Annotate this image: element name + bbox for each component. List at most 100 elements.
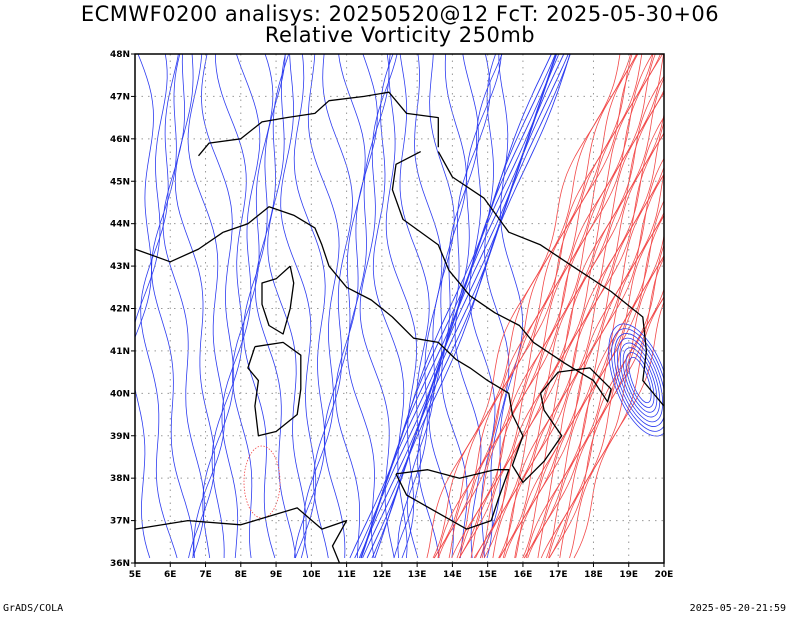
lat-tick-label: 43N xyxy=(110,262,130,272)
positive-vorticity-contour xyxy=(473,75,664,559)
negative-vorticity-contour xyxy=(313,54,353,559)
positive-vorticity-contour xyxy=(523,214,664,559)
lat-tick-label: 38N xyxy=(110,474,130,484)
positive-vorticity-contour xyxy=(573,300,664,559)
lon-tick-label: 10E xyxy=(302,570,321,580)
negative-vorticity-contour xyxy=(347,54,390,559)
lon-tick-label: 20E xyxy=(655,570,674,580)
negative-vorticity-contour xyxy=(359,54,398,559)
positive-vorticity-contour xyxy=(526,199,664,559)
negative-vorticity-contour xyxy=(280,54,317,559)
negative-vorticity-contour xyxy=(619,342,661,418)
negative-vorticity-contour xyxy=(293,54,326,559)
lon-tick-label: 18E xyxy=(584,570,603,580)
positive-vorticity-contour xyxy=(498,116,664,559)
positive-vorticity-contour xyxy=(502,132,664,559)
negative-vorticity-contour xyxy=(614,333,664,427)
lon-tick-label: 15E xyxy=(478,570,497,580)
positive-vorticity-contour xyxy=(451,54,653,559)
lon-tick-label: 5E xyxy=(129,570,141,580)
negative-vorticity-contour xyxy=(267,54,307,559)
positive-vorticity-contour xyxy=(475,77,664,559)
lon-tick-label: 17E xyxy=(549,570,568,580)
negative-vorticity-contour xyxy=(243,54,286,559)
positive-vorticity-contour xyxy=(437,54,633,559)
north-africa-coastline xyxy=(134,507,348,564)
positive-vorticity-contour xyxy=(540,244,664,559)
positive-vorticity-contour xyxy=(433,54,637,559)
negative-vorticity-contour xyxy=(187,54,225,559)
negative-vorticity-contour xyxy=(479,54,524,559)
lat-tick-label: 45N xyxy=(110,177,130,187)
positive-vorticity-contour xyxy=(432,54,631,559)
lat-tick-label: 46N xyxy=(110,135,130,145)
lon-tick-label: 12E xyxy=(373,570,392,580)
lat-tick-label: 48N xyxy=(110,50,130,60)
lat-tick-label: 36N xyxy=(110,559,130,569)
longitude-axis: 5E 6E 7E 8E 9E 10E 11E 12E 13E 14E 15E 16E 17E 18E 19E… xyxy=(129,563,674,580)
negative-vorticity-contour xyxy=(211,54,247,559)
positive-vorticity-contour xyxy=(569,296,664,559)
lon-tick-label: 13E xyxy=(408,570,427,580)
sicily-coastline xyxy=(395,469,510,530)
positive-vorticity-contour xyxy=(537,233,664,559)
negative-vorticity-contour xyxy=(374,54,571,559)
render-timestamp: 2025-05-20-21:59 xyxy=(689,603,786,614)
negative-vorticity-contour xyxy=(611,328,664,432)
lon-tick-label: 14E xyxy=(443,570,462,580)
lon-tick-label: 19E xyxy=(619,570,638,580)
lon-tick-label: 9E xyxy=(270,570,282,580)
negative-vorticity-contour xyxy=(484,54,510,559)
latitude-axis: 36N 37N 38N 39N 40N 41N 42N 43N 44N 45N 46N 47N 48N xyxy=(110,50,135,569)
lat-tick-label: 42N xyxy=(110,305,130,315)
lat-tick-label: 47N xyxy=(110,92,130,102)
negative-vorticity-contour xyxy=(135,54,154,339)
map-title: ECMWF0200 analisys: 20250520@12 FcT: 202… xyxy=(80,2,720,26)
negative-vorticity-contour xyxy=(371,54,571,559)
positive-vorticity-contour xyxy=(426,54,621,559)
positive-vorticity-contour xyxy=(546,254,664,559)
corsica-coastline xyxy=(261,265,295,335)
vorticity-contours xyxy=(135,54,664,559)
positive-vorticity-contour xyxy=(458,54,661,559)
lat-tick-label: 39N xyxy=(110,432,130,442)
negative-vorticity-contour xyxy=(417,54,467,559)
negative-vorticity-contour xyxy=(628,356,652,404)
lat-lon-grid xyxy=(135,54,664,563)
positive-vorticity-contour xyxy=(479,89,664,559)
negative-vorticity-contour xyxy=(358,54,558,559)
positive-vorticity-contour xyxy=(456,54,654,559)
positive-vorticity-contour xyxy=(548,255,664,559)
positive-vorticity-contour xyxy=(522,171,664,559)
negative-vorticity-contour xyxy=(393,54,430,559)
map-subtitle: Relative Vorticity 250mb xyxy=(264,23,536,47)
france-coastline xyxy=(134,231,224,263)
lat-tick-label: 44N xyxy=(110,220,130,230)
negative-vorticity-contour xyxy=(254,54,297,559)
positive-vorticity-contour xyxy=(504,173,664,559)
negative-vorticity-contour xyxy=(135,54,168,559)
lon-tick-label: 7E xyxy=(199,570,211,580)
positive-vorticity-contour xyxy=(438,54,639,559)
negative-vorticity-contour xyxy=(162,54,205,559)
negative-vorticity-contour xyxy=(151,54,194,559)
positive-vorticity-contour xyxy=(559,296,664,559)
negative-vorticity-contour xyxy=(385,54,418,559)
lat-tick-label: 41N xyxy=(110,347,130,357)
negative-vorticity-contour xyxy=(406,54,455,559)
lon-tick-label: 6E xyxy=(164,570,176,580)
negative-vorticity-contour xyxy=(625,352,655,408)
positive-vorticity-contour xyxy=(524,211,664,559)
italy-coastline xyxy=(222,151,612,484)
software-credit: GrADS/COLA xyxy=(3,603,64,614)
lat-tick-label: 37N xyxy=(110,517,130,527)
positive-vorticity-contour xyxy=(499,165,664,559)
negative-vorticity-contour xyxy=(349,54,552,559)
lon-tick-label: 8E xyxy=(235,570,247,580)
balkans-coastline xyxy=(437,151,665,407)
negative-vorticity-contour xyxy=(616,337,664,423)
positive-vorticity-contour xyxy=(515,157,664,559)
lat-tick-label: 40N xyxy=(110,389,130,399)
negative-vorticity-contour xyxy=(354,54,556,559)
